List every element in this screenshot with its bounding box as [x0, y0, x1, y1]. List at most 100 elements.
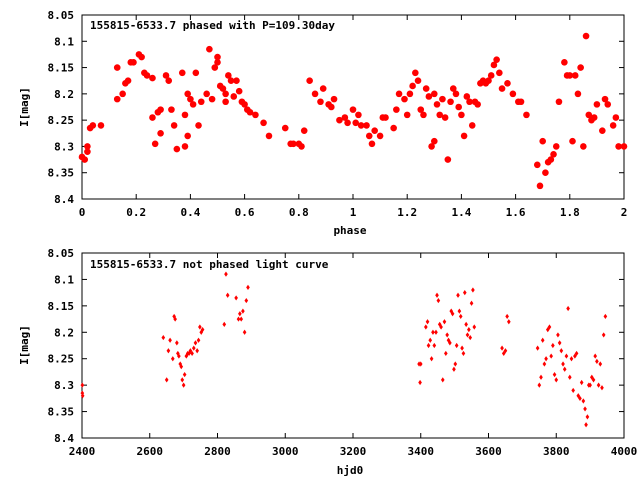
data-point: [539, 374, 543, 380]
y-tick-label: 8.4: [54, 193, 74, 206]
data-point: [465, 332, 470, 338]
data-point: [173, 145, 181, 153]
data-point: [162, 72, 170, 79]
data-point: [195, 122, 202, 129]
data-point: [600, 385, 604, 391]
data-point: [596, 382, 601, 388]
data-point: [130, 59, 137, 66]
data-point: [230, 93, 238, 100]
data-point: [165, 77, 173, 85]
data-point: [178, 69, 186, 77]
data-point: [222, 321, 227, 327]
data-point: [143, 72, 151, 79]
x-tick-label: 1.6: [506, 206, 526, 219]
data-point: [177, 353, 181, 359]
data-point: [577, 64, 584, 71]
data-point: [507, 319, 511, 325]
y-tick-label: 8.05: [48, 9, 75, 22]
data-point: [463, 93, 471, 100]
x-tick-label: 3200: [340, 445, 367, 458]
data-point: [428, 337, 433, 343]
data-point: [561, 361, 565, 367]
data-point: [317, 98, 324, 106]
data-point: [200, 327, 205, 333]
data-point: [80, 382, 85, 388]
data-point: [189, 101, 197, 108]
chart-title: 155815-6533.7 phased with P=109.30day: [90, 19, 335, 32]
data-point: [467, 327, 471, 333]
data-point: [593, 353, 598, 359]
data-point: [227, 77, 235, 85]
data-point: [368, 140, 376, 148]
data-point: [252, 111, 259, 119]
data-point: [452, 366, 456, 372]
data-point: [244, 297, 249, 304]
data-point: [559, 348, 564, 354]
axis-ticks: 2400 2600 2800 3000 3200 3400 3600 3800 4000 8.05…: [48, 247, 638, 458]
data-point: [574, 90, 582, 98]
x-tick-label: 1.2: [397, 206, 417, 219]
data-point: [443, 350, 448, 357]
data-point: [590, 114, 598, 121]
data-point: [604, 101, 612, 108]
data-point: [260, 119, 267, 127]
data-point: [182, 371, 187, 378]
data-point: [187, 95, 194, 103]
data-point: [328, 103, 335, 111]
data-point: [241, 101, 248, 108]
data-point: [457, 308, 462, 314]
y-tick-label: 8.15: [48, 300, 75, 313]
data-point: [561, 59, 568, 66]
data-point: [81, 156, 89, 163]
data-point: [281, 124, 289, 132]
data-point: [474, 101, 481, 108]
x-tick-label: 3800: [543, 445, 570, 458]
y-tick-label: 8.25: [48, 353, 75, 366]
data-point: [461, 350, 466, 357]
x-tick-label: 0.8: [289, 206, 309, 219]
data-point: [442, 319, 447, 325]
x-tick-label: 3000: [272, 445, 299, 458]
data-point: [235, 87, 243, 95]
data-point: [214, 59, 221, 66]
data-point: [225, 72, 232, 79]
data-point: [496, 69, 503, 77]
data-point: [573, 353, 577, 359]
data-point: [439, 324, 443, 330]
data-point: [170, 122, 178, 129]
data-point: [580, 143, 587, 150]
data-point: [239, 316, 244, 322]
data-point: [181, 111, 189, 119]
data-point: [584, 422, 588, 428]
data-point: [184, 353, 189, 359]
x-tick-label: 0: [79, 206, 86, 219]
data-point: [193, 340, 198, 346]
data-point: [539, 137, 546, 145]
data-point: [585, 111, 593, 119]
data-point: [431, 90, 438, 98]
data-point: [562, 366, 567, 372]
x-axis-label: hjd0: [337, 464, 364, 477]
data-point: [168, 106, 175, 113]
data-point: [395, 90, 403, 98]
data-point: [290, 140, 297, 148]
data-point: [509, 90, 517, 98]
data-point: [166, 348, 171, 354]
data-point: [555, 98, 563, 106]
x-tick-label: 0.6: [235, 206, 255, 219]
data-point: [181, 382, 186, 388]
data-point: [176, 350, 180, 357]
x-tick-label: 3400: [408, 445, 435, 458]
data-point: [505, 313, 509, 320]
data-point: [164, 377, 169, 383]
data-point: [547, 156, 555, 163]
y-axis-label: I[mag]: [18, 87, 31, 127]
data-point: [195, 348, 199, 354]
data-point: [311, 90, 319, 98]
data-point: [456, 292, 460, 298]
data-point: [208, 95, 216, 103]
data-point: [433, 101, 441, 108]
data-point: [578, 395, 582, 401]
data-point: [306, 77, 313, 85]
data-point: [444, 156, 452, 163]
